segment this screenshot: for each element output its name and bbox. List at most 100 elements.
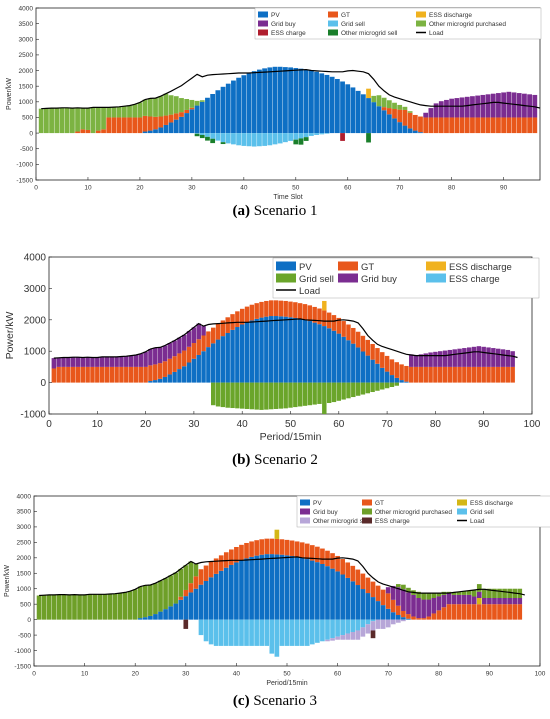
- bar-other-microgrid-purchased: [407, 111, 413, 113]
- bar-gt: [491, 366, 496, 383]
- bar-grid-buy: [480, 94, 486, 118]
- bar-pv: [196, 354, 201, 383]
- bar-gt: [386, 108, 392, 115]
- bar-grid-buy: [495, 348, 501, 367]
- bar-grid-buy: [461, 594, 467, 605]
- bar-other-microgrid-purchased: [92, 594, 98, 620]
- bar-grid-buy: [80, 357, 86, 367]
- bar-gt: [239, 544, 244, 561]
- legend-label: PV: [299, 262, 312, 273]
- legend-label: Grid buy: [361, 274, 397, 285]
- y-tick-label: -1500: [14, 663, 31, 670]
- bar-grid-sell: [239, 382, 245, 409]
- bar-grid-sell: [320, 619, 325, 642]
- legend-label: ESS charge: [449, 274, 500, 285]
- bar-gt: [163, 115, 169, 125]
- bar-grid-buy: [471, 346, 477, 367]
- bar-grid-buy: [426, 599, 432, 617]
- x-tick-label: 90: [486, 671, 494, 678]
- bar-gt: [210, 327, 216, 344]
- bar-grid-sell: [341, 382, 346, 400]
- bar-pv: [201, 351, 206, 383]
- bar-grid-buy: [447, 349, 453, 367]
- bar-pv: [186, 362, 192, 383]
- bar-pv: [293, 68, 299, 134]
- bar-pv: [360, 94, 366, 134]
- bar-grid-buy: [497, 598, 502, 605]
- bar-gt: [320, 548, 325, 564]
- bar-pv: [177, 369, 182, 383]
- bar-other-microgrid-sell: [395, 619, 401, 623]
- bar-other-microgrid-purchased: [147, 98, 153, 117]
- bar-pv: [274, 554, 280, 620]
- bar-pv: [148, 615, 153, 620]
- bar-pv: [329, 76, 335, 134]
- bar-gt: [416, 618, 421, 620]
- bar-pv: [148, 381, 153, 383]
- bar-pv: [350, 581, 356, 620]
- bar-gt: [500, 366, 506, 383]
- bar-gt: [335, 555, 340, 572]
- bar-other-microgrid-sell: [205, 136, 210, 141]
- bar-pv: [392, 118, 397, 134]
- bar-grid-sell: [259, 619, 265, 646]
- caption-label-c: (c): [232, 693, 250, 709]
- bar-other-microgrid-sell: [350, 632, 356, 640]
- bar-other-microgrid-purchased: [153, 98, 158, 117]
- bar-pv: [234, 562, 239, 620]
- x-tick-label: 70: [382, 419, 394, 430]
- bar-pv: [294, 556, 300, 620]
- bar-gt: [418, 366, 424, 383]
- bar-pv: [315, 562, 320, 620]
- bar-pv: [376, 106, 382, 134]
- bar-gt: [116, 117, 122, 134]
- bar-other-microgrid-purchased: [497, 588, 502, 598]
- bar-other-microgrid-purchased: [77, 594, 82, 620]
- legend-swatch: [328, 11, 338, 18]
- bar-grid-buy: [186, 331, 192, 347]
- bar-grid-buy: [457, 348, 462, 367]
- bar-gt: [254, 303, 259, 319]
- bar-gt: [95, 130, 101, 134]
- y-tick-label: 0: [29, 130, 33, 137]
- bar-gt: [330, 553, 335, 569]
- bar-gt: [452, 366, 457, 383]
- bar-other-microgrid-purchased: [189, 99, 195, 108]
- bar-other-microgrid-purchased: [179, 98, 184, 113]
- bar-grid-buy: [196, 323, 201, 340]
- bar-gt: [244, 542, 249, 559]
- y-tick-label: 2500: [19, 52, 34, 59]
- bar-ess-discharge: [366, 88, 371, 99]
- bar-pv: [273, 316, 279, 383]
- bar-grid-buy: [471, 596, 477, 605]
- legend-swatch: [338, 261, 358, 271]
- bar-grid-buy: [423, 112, 429, 118]
- bar-grid-buy: [441, 594, 447, 608]
- bar-grid-buy: [452, 349, 457, 367]
- bar-gt: [466, 604, 472, 620]
- bar-other-microgrid-purchased: [117, 593, 123, 620]
- bar-pv: [380, 605, 386, 620]
- bar-other-microgrid-purchased: [137, 102, 143, 118]
- bar-gt: [401, 610, 406, 618]
- bar-pv: [322, 326, 327, 383]
- bar-gt: [215, 323, 221, 340]
- bar-gt: [148, 365, 153, 382]
- bar-gt: [381, 107, 387, 111]
- bar-grid-buy: [128, 355, 134, 367]
- chart-scenario-3: -1500-1000-50005001000150020002500300035…: [4, 493, 550, 687]
- y-tick-label: -1000: [14, 648, 31, 655]
- bar-gt: [101, 129, 106, 134]
- bar-gt: [147, 116, 153, 131]
- bar-grid-sell: [370, 619, 376, 622]
- bar-other-microgrid-purchased: [106, 107, 112, 118]
- bar-gt: [294, 541, 300, 557]
- bar-grid-sell: [283, 133, 288, 143]
- load-line: [41, 68, 541, 110]
- bar-gt: [162, 361, 168, 377]
- bar-grid-sell: [314, 133, 319, 135]
- bar-gt: [177, 353, 182, 370]
- bar-grid-sell: [394, 382, 399, 386]
- legend-box: [296, 495, 550, 528]
- bar-gt: [114, 366, 119, 383]
